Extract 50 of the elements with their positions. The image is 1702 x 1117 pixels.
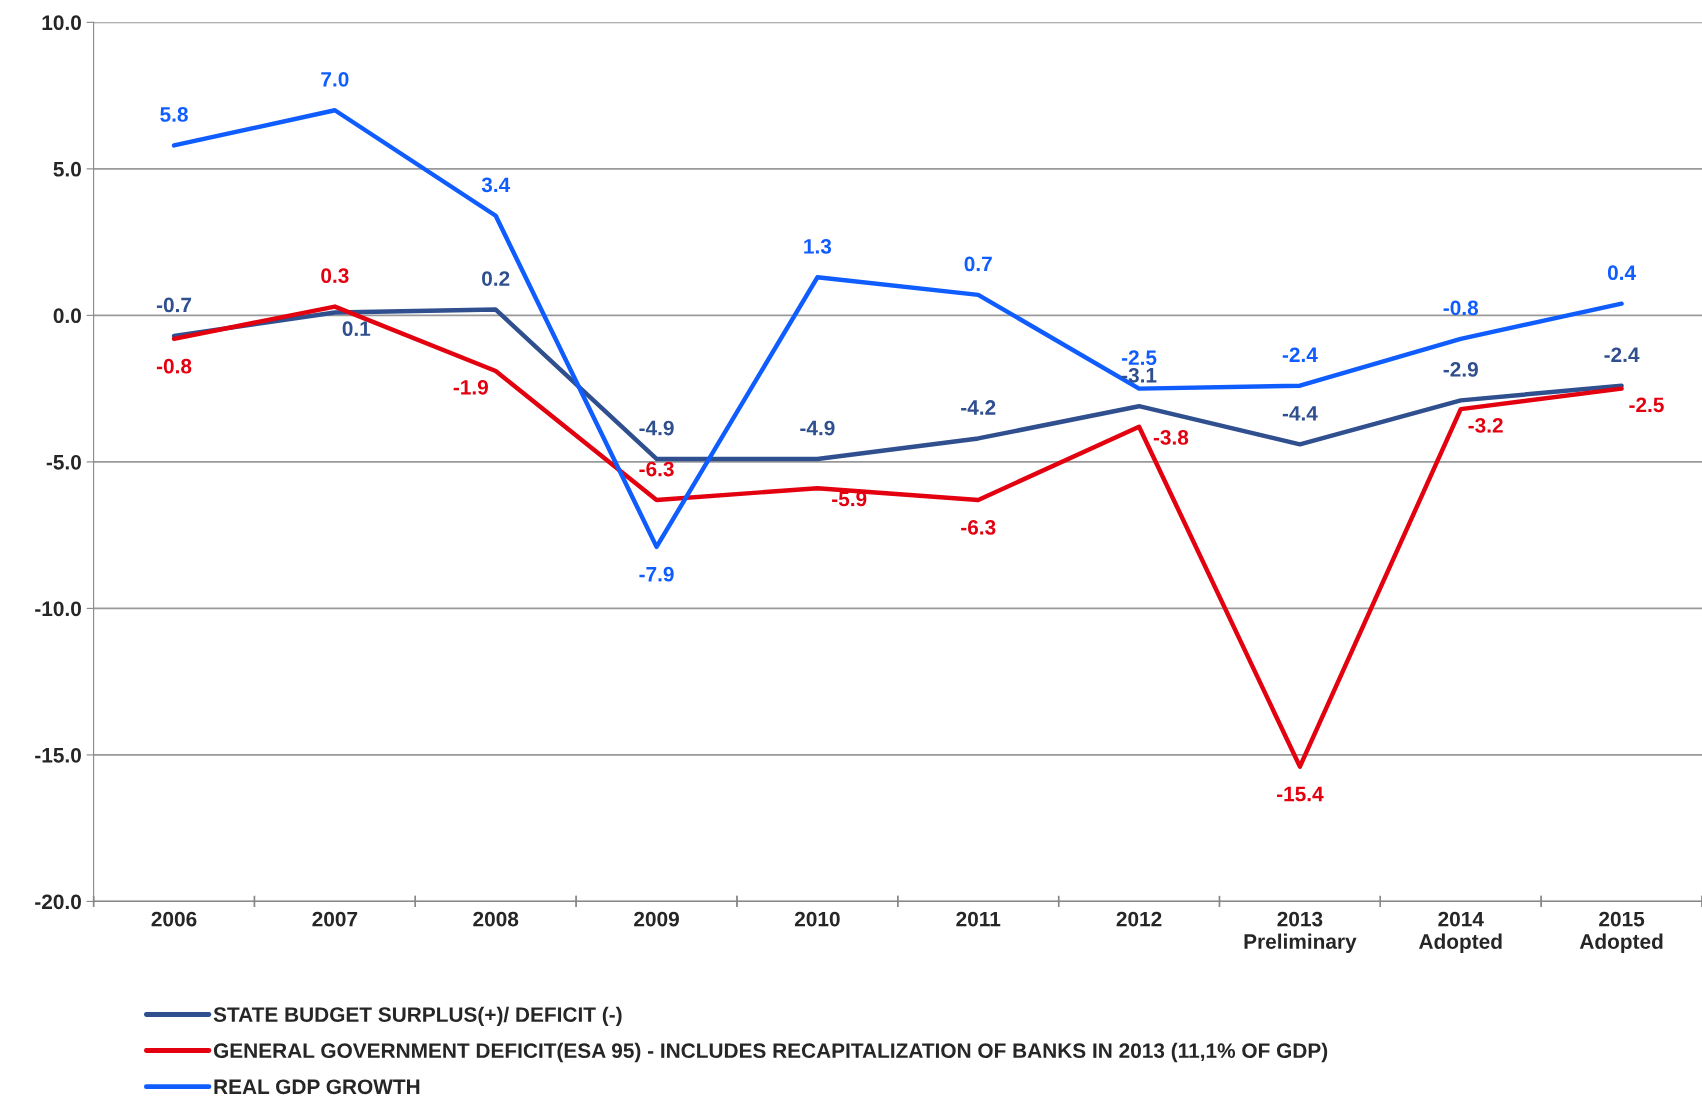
data-label: -0.7 [156, 297, 192, 313]
data-label: -4.2 [961, 400, 996, 415]
legend-label: REAL GDP GROWTH [214, 1079, 420, 1095]
y-tick-label: 10.0 [42, 15, 81, 31]
x-tick-label: 2008 [473, 911, 519, 927]
x-tick-label: 2010 [794, 911, 840, 927]
data-label: -1.9 [453, 379, 488, 395]
data-label: -6.3 [639, 461, 674, 477]
data-label: -7.9 [639, 566, 674, 582]
x-tick-label: 2011 [956, 911, 1001, 927]
data-label: -3.2 [1468, 418, 1503, 433]
data-label: 0.7 [964, 256, 992, 272]
x-tick-label: 2012 [1116, 911, 1162, 927]
data-label: -3.8 [1153, 430, 1189, 445]
data-label: -4.4 [1282, 406, 1318, 421]
data-label: 5.8 [160, 107, 188, 122]
x-tick-label: 2006 [151, 911, 197, 927]
data-label: -5.9 [832, 491, 867, 507]
x-tick-label: 2014 Adopted [1419, 911, 1502, 953]
y-tick-label: -10.0 [35, 601, 81, 617]
y-tick-label: 5.0 [53, 161, 81, 177]
legend-label: GENERAL GOVERNMENT DEFICIT(ESA 95) - INCLUDES RECAPITALIZATION OF BANKS IN 2013 (11,1% OF GDP) [213, 1042, 1328, 1063]
x-tick-label: 2007 [312, 911, 358, 927]
data-label: -2.5 [1121, 350, 1157, 366]
data-label: -15.4 [1276, 786, 1324, 802]
data-label: -2.4 [1282, 347, 1318, 362]
y-tick-label: 0.0 [53, 308, 81, 324]
data-label: -3.1 [1121, 367, 1157, 383]
data-label: 0.3 [321, 268, 349, 284]
data-label: -0.8 [1443, 300, 1479, 316]
y-tick-label: -15.0 [35, 747, 81, 763]
data-label: 0.4 [1607, 265, 1636, 281]
data-label: -0.8 [156, 358, 192, 374]
y-tick-label: -5.0 [46, 454, 81, 470]
x-tick-label: 2015 Adopted [1579, 911, 1663, 953]
data-label: -4.9 [800, 420, 835, 436]
data-label: 1.3 [804, 238, 832, 254]
data-label: -6.3 [961, 519, 996, 535]
data-label: 0.2 [482, 271, 510, 286]
legend-label: STATE BUDGET SURPLUS(+)/ DEFICIT (-) [213, 1006, 622, 1027]
data-label: -2.9 [1443, 362, 1478, 377]
y-tick-label: -20.0 [35, 894, 81, 910]
x-tick-label: 2013 Preliminary [1244, 911, 1357, 953]
data-label: 3.4 [481, 177, 511, 193]
data-label: -4.9 [639, 420, 674, 436]
data-label: 7.0 [321, 71, 349, 87]
data-label: 0.1 [342, 321, 371, 337]
data-label: -2.4 [1604, 347, 1640, 362]
x-tick-label: 2009 [634, 911, 679, 927]
data-label: -2.5 [1629, 397, 1664, 413]
